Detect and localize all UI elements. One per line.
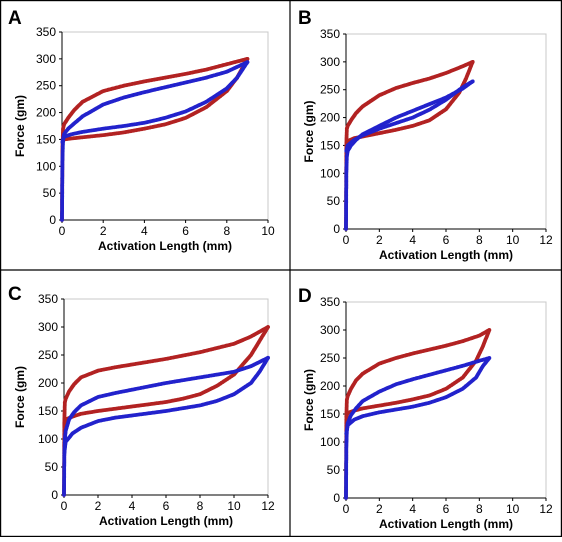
x-tick-label: 8 [476, 233, 483, 247]
data-point-blue-unloading [60, 140, 65, 145]
x-tick-label: 6 [443, 233, 450, 247]
y-tick-label: 250 [36, 79, 56, 93]
y-tick-label: 150 [320, 407, 340, 421]
x-tick-label: 6 [443, 502, 450, 516]
y-tick-label: 50 [45, 460, 59, 474]
y-tick-label: 250 [38, 348, 58, 362]
y-tick-label: 0 [51, 488, 58, 502]
y-tick-label: 50 [327, 463, 341, 477]
y-tick-label: 150 [320, 138, 340, 152]
y-tick-label: 300 [320, 323, 340, 337]
x-tick-label: 4 [141, 224, 148, 238]
y-tick-label: 200 [320, 111, 340, 125]
x-tick-label: 6 [182, 224, 189, 238]
chart-panel-c: C 0 50 100 150 200 250 300 350 0 2 4 6 8 10 12 Activatio… [8, 284, 275, 528]
y-tick-label: 350 [320, 295, 340, 309]
y-axis-title: Force (gm) [13, 366, 27, 428]
x-tick-label: 8 [476, 502, 483, 516]
series-blue [344, 356, 492, 500]
y-tick-label: 100 [38, 432, 58, 446]
x-tick-label: 2 [376, 233, 383, 247]
x-tick-label: 0 [59, 224, 66, 238]
series-red [344, 328, 492, 500]
y-tick-label: 350 [38, 292, 58, 306]
y-tick-label: 100 [36, 159, 56, 173]
y-tick-label: 200 [320, 379, 340, 393]
x-tick-label: 0 [343, 502, 350, 516]
x-tick-label: 2 [100, 224, 107, 238]
y-axis-title: Force (gm) [302, 369, 316, 431]
x-tick-label: 2 [95, 499, 102, 513]
x-tick-label: 0 [61, 499, 68, 513]
x-axis-title: Activation Length (mm) [379, 248, 513, 262]
chart-panel-a: A 0 50 100 150 200 250 300 350 0 2 4 6 8 10 Activation … [8, 8, 275, 253]
x-tick-label: 8 [223, 224, 230, 238]
y-tick-label: 0 [49, 213, 56, 227]
y-tick-label: 350 [36, 25, 56, 39]
y-tick-label: 100 [320, 166, 340, 180]
x-axis-title: Activation Length (mm) [98, 239, 232, 253]
y-tick-label: 150 [36, 132, 56, 146]
x-tick-label: 12 [539, 502, 553, 516]
data-point-red-unloading [344, 414, 349, 419]
y-tick-label: 50 [327, 194, 341, 208]
y-tick-label: 200 [36, 106, 56, 120]
panel-label-a: A [8, 8, 22, 29]
x-tick-label: 2 [376, 502, 383, 516]
y-tick-label: 50 [43, 186, 57, 200]
x-tick-label: 4 [129, 499, 136, 513]
y-tick-label: 250 [320, 351, 340, 365]
plot-area-d [345, 301, 547, 499]
x-tick-label: 10 [261, 224, 275, 238]
x-tick-label: 10 [506, 502, 520, 516]
x-axis-title: Activation Length (mm) [99, 514, 233, 528]
y-tick-label: 0 [333, 222, 340, 236]
chart-panel-d: D 0 50 100 150 200 250 300 350 0 2 4 6 8 10 12 Activatio… [298, 286, 553, 531]
x-tick-label: 12 [539, 233, 553, 247]
y-tick-label: 350 [320, 27, 340, 41]
y-axis-title: Force (gm) [302, 100, 316, 162]
y-tick-label: 300 [320, 55, 340, 69]
panel-label-b: B [298, 8, 312, 29]
y-tick-label: 300 [36, 52, 56, 66]
panel-label-c: C [8, 284, 22, 305]
y-tick-label: 0 [333, 491, 340, 505]
panel-label-d: D [298, 286, 312, 307]
y-tick-label: 300 [38, 320, 58, 334]
x-tick-label: 10 [227, 499, 241, 513]
x-tick-label: 8 [197, 499, 204, 513]
y-tick-label: 150 [38, 404, 58, 418]
x-tick-label: 6 [163, 499, 170, 513]
x-tick-label: 12 [261, 499, 275, 513]
x-tick-label: 0 [343, 233, 350, 247]
series-red [62, 325, 270, 497]
data-point-blue-unloading [344, 431, 349, 436]
x-tick-label: 10 [506, 233, 520, 247]
y-tick-label: 200 [38, 376, 58, 390]
series-blue [60, 60, 250, 222]
data-point-blue-unloading [344, 149, 349, 153]
series-blue [62, 355, 270, 497]
chart-panel-b: B 0 50 100 150 200 250 300 350 0 2 4 6 8 10 12 Activatio… [298, 8, 553, 262]
x-axis-title: Activation Length (mm) [379, 517, 513, 531]
y-tick-label: 100 [320, 435, 340, 449]
x-tick-label: 4 [409, 233, 416, 247]
series-blue [344, 79, 475, 231]
x-tick-label: 4 [409, 502, 416, 516]
y-tick-label: 250 [320, 83, 340, 97]
y-axis-title: Force (gm) [13, 95, 27, 157]
data-point-blue-unloading [62, 451, 67, 455]
